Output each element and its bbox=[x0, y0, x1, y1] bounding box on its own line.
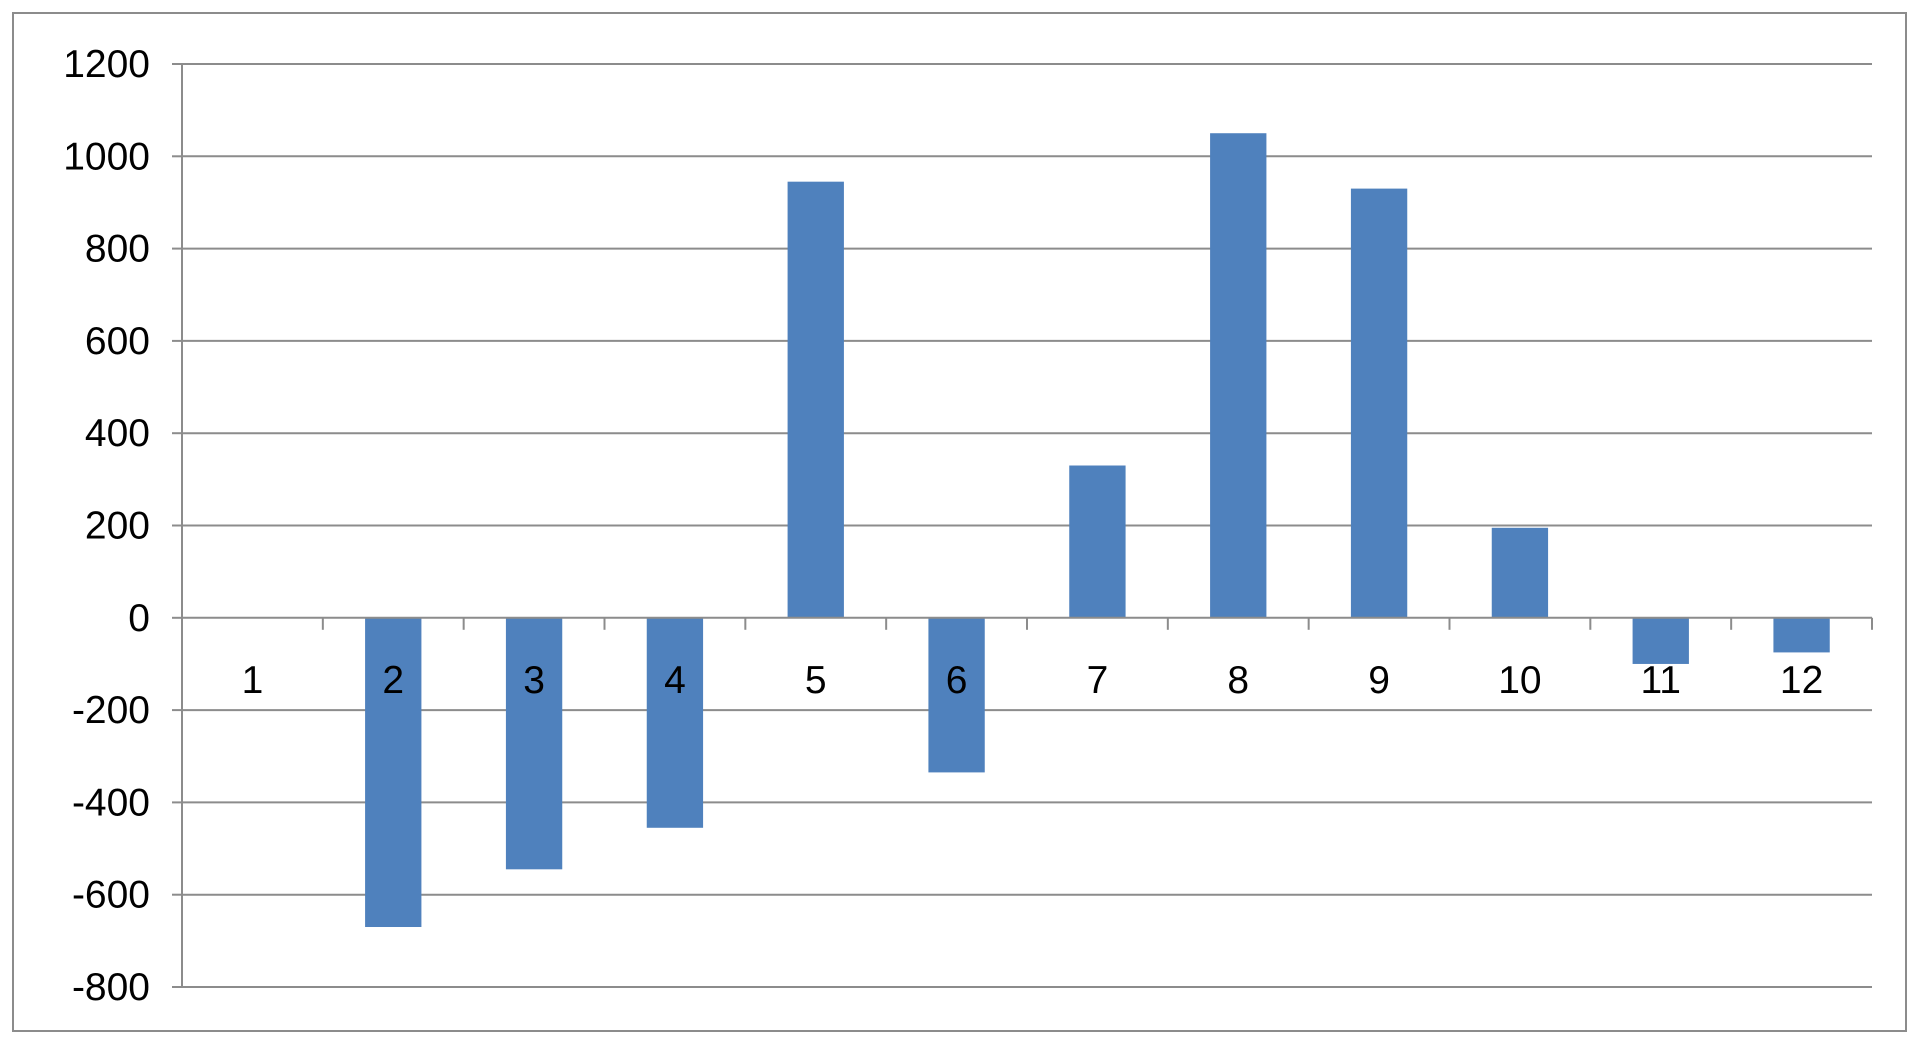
gridlines bbox=[182, 63, 1872, 988]
y-tick-label: 1200 bbox=[63, 43, 150, 86]
bar bbox=[365, 617, 422, 928]
bar bbox=[1210, 133, 1267, 618]
x-tick-label: 2 bbox=[382, 659, 404, 702]
x-tick-label: 6 bbox=[946, 659, 968, 702]
bar bbox=[505, 617, 563, 870]
x-tick-label: 11 bbox=[1641, 659, 1682, 702]
bars bbox=[365, 133, 1830, 928]
x-tick-label: 1 bbox=[242, 659, 264, 702]
y-tick-label: 0 bbox=[128, 597, 150, 640]
y-tick-label: -600 bbox=[72, 874, 150, 917]
y-tick-label: -800 bbox=[72, 966, 150, 1009]
bar bbox=[1491, 527, 1549, 618]
y-tick-label: 600 bbox=[85, 320, 150, 363]
x-tick-label: 4 bbox=[664, 659, 686, 702]
bar bbox=[1069, 465, 1126, 618]
y-tick-label: 800 bbox=[85, 228, 150, 271]
bar bbox=[646, 617, 704, 828]
x-tick-label: 8 bbox=[1227, 659, 1249, 702]
x-tick-label: 5 bbox=[805, 659, 827, 702]
y-tick-labels: 1200 1000 800 600 400 200 0 -200 -400 -600 -800 bbox=[63, 43, 150, 1009]
y-tick-label: -400 bbox=[72, 781, 150, 824]
y-tick-label: 1000 bbox=[63, 135, 150, 178]
y-tick-label: 400 bbox=[85, 412, 150, 455]
bar bbox=[1350, 188, 1408, 618]
x-tick-label: 7 bbox=[1087, 659, 1109, 702]
x-tick-label: 3 bbox=[523, 659, 545, 702]
y-tick-label: -200 bbox=[72, 689, 150, 732]
y-tick-label: 200 bbox=[85, 505, 150, 548]
bar bbox=[787, 181, 844, 618]
x-tick-label: 10 bbox=[1498, 659, 1541, 702]
x-tick-labels: 1 2 3 4 5 6 7 8 9 10 11 12 bbox=[242, 659, 1824, 702]
axes bbox=[172, 63, 1873, 988]
x-tick-label: 9 bbox=[1368, 659, 1390, 702]
bar bbox=[1773, 617, 1830, 653]
bar bbox=[1632, 617, 1689, 664]
x-tick-label: 12 bbox=[1780, 659, 1823, 702]
bar bbox=[928, 617, 985, 773]
